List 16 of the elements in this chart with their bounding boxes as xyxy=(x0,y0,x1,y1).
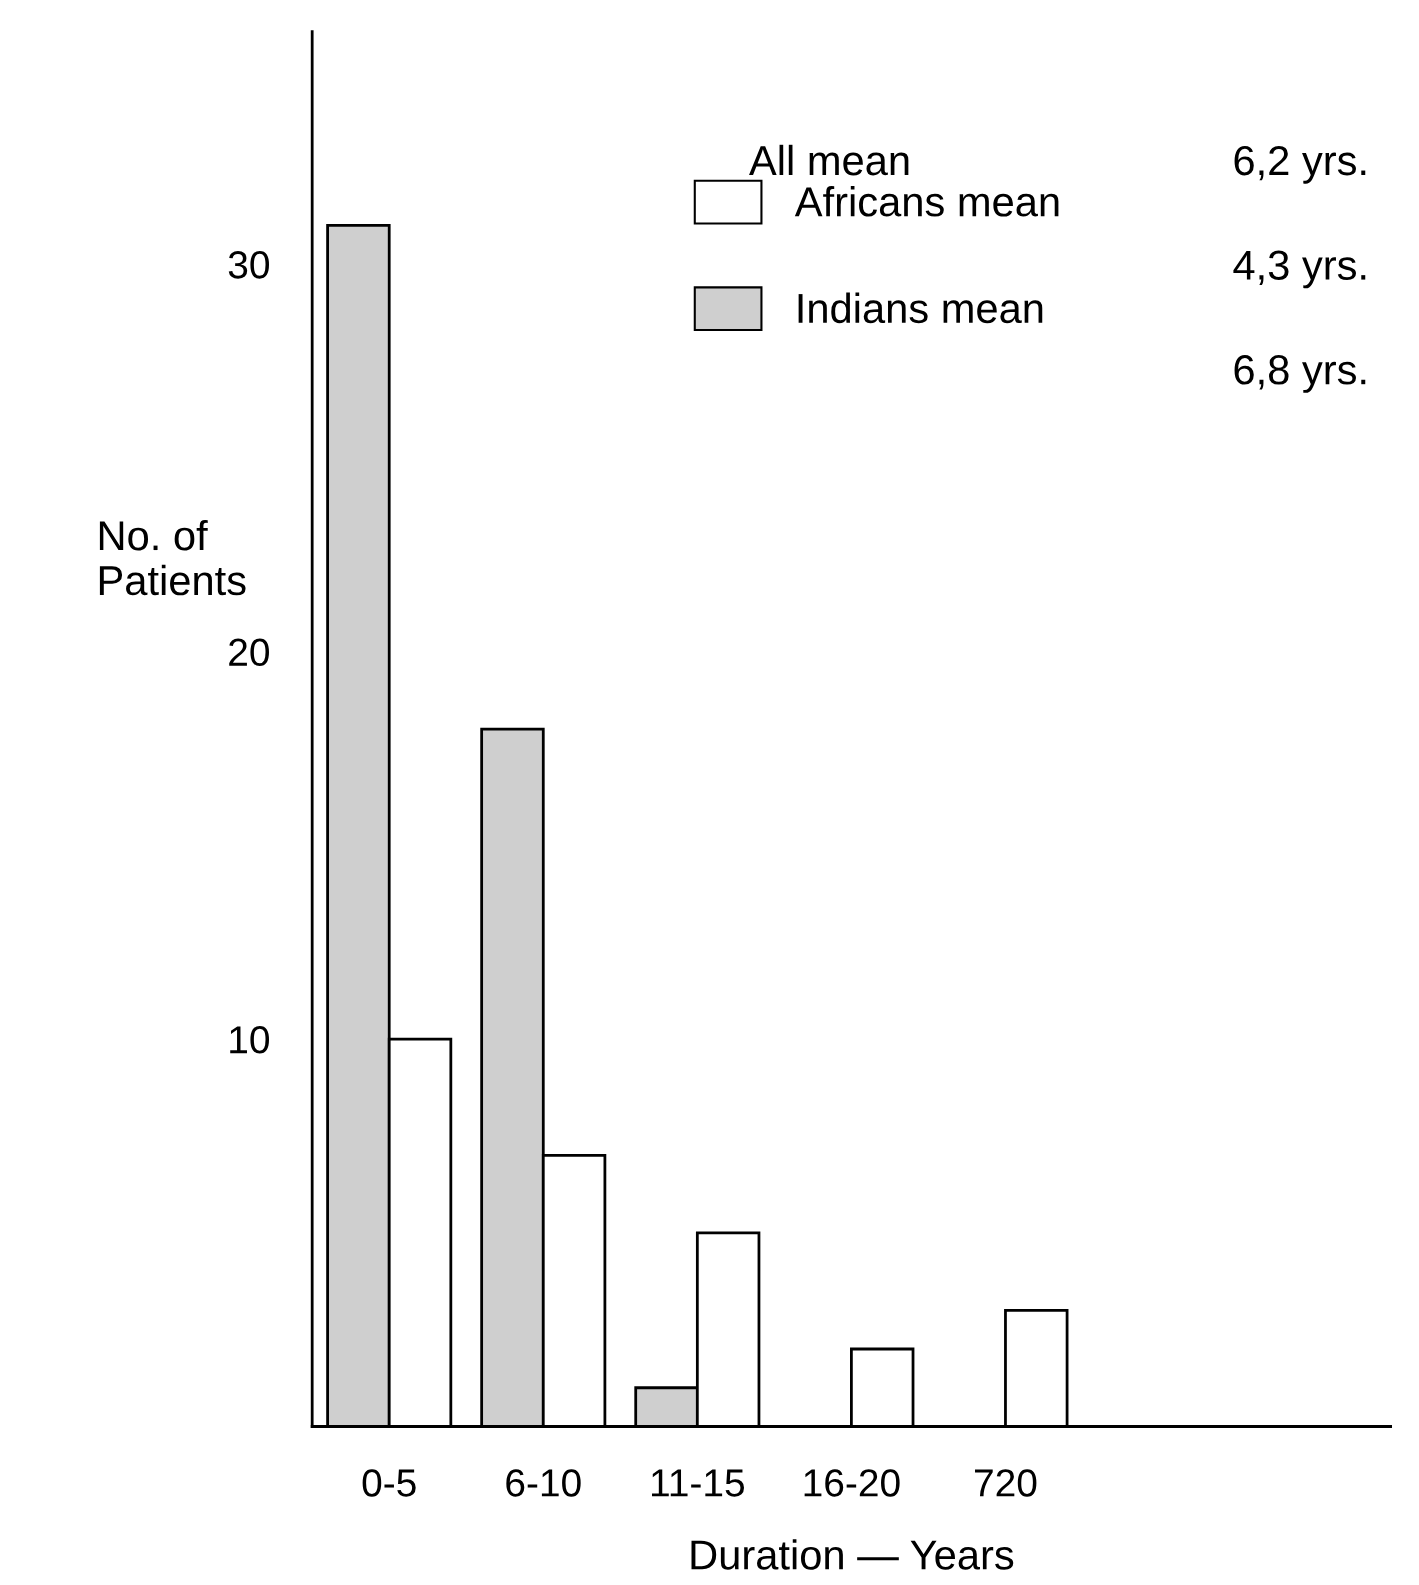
y-tick-label: 20 xyxy=(229,638,269,667)
x-tick-label: 0-5 xyxy=(362,1469,416,1497)
x-tick-label: 720 xyxy=(975,1469,1037,1497)
annotation: All mean xyxy=(749,144,909,176)
y-tick-label: 30 xyxy=(228,251,269,279)
legend-label: Indians mean xyxy=(798,292,1043,324)
text: 4,3 yrs. xyxy=(1233,250,1366,289)
x-axis-title: Duration — Years xyxy=(691,1539,1014,1570)
x-tick-label: 11-15 xyxy=(652,1469,745,1497)
y-tick-label: 10 xyxy=(230,1025,269,1054)
text: 6,8 yrs. xyxy=(1234,355,1366,393)
y-axis-title: No. of Patients xyxy=(99,519,246,596)
x-tick-label: 6-10 xyxy=(506,1469,581,1497)
x-tick-label: 16-20 xyxy=(804,1469,900,1497)
legend-label: Africans mean xyxy=(794,186,1059,217)
text: 6,2 yrs. xyxy=(1234,145,1366,184)
